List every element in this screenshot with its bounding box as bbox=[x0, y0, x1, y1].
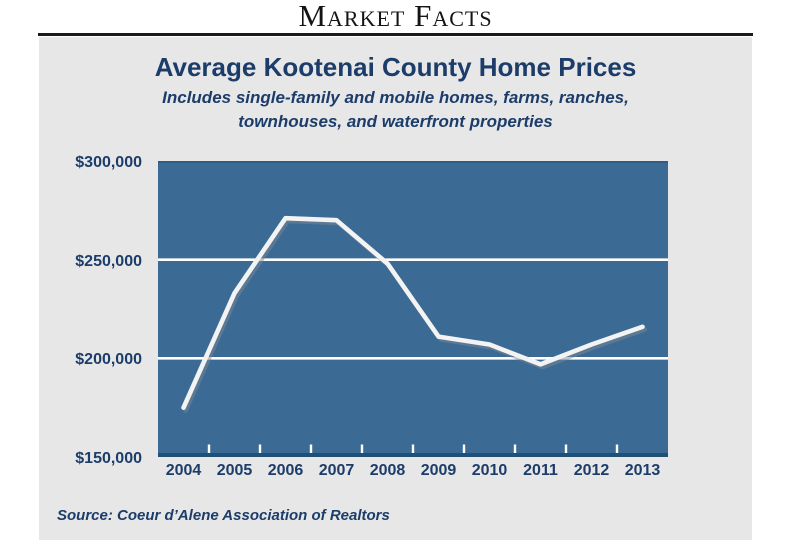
price-line bbox=[181, 215, 645, 410]
x-axis-tick bbox=[615, 444, 619, 454]
x-axis-label-2013: 2013 bbox=[624, 462, 661, 479]
y-axis-label-150000: $150,000 bbox=[75, 450, 142, 467]
chart-subtitle: Includes single-family and mobile homes,… bbox=[39, 86, 752, 134]
x-axis-label-2007: 2007 bbox=[318, 462, 355, 479]
x-axis-label-2010: 2010 bbox=[471, 462, 508, 479]
x-axis-tick bbox=[411, 444, 415, 454]
x-axis-tick bbox=[564, 444, 568, 454]
line-chart: $300,000 $250,000 $200,000 $150,000 2004 200… bbox=[39, 154, 752, 491]
x-axis-tick bbox=[462, 444, 466, 454]
plot-area bbox=[158, 161, 668, 457]
chart-panel: Average Kootenai County Home Prices Incl… bbox=[39, 37, 752, 540]
x-axis-label-2004: 2004 bbox=[165, 462, 202, 479]
x-axis-tick bbox=[513, 444, 517, 454]
x-axis-label-2008: 2008 bbox=[369, 462, 406, 479]
x-axis-tick bbox=[309, 444, 313, 454]
chart-title: Average Kootenai County Home Prices bbox=[154, 52, 637, 82]
x-axis-tick bbox=[207, 444, 211, 454]
x-axis-label-2012: 2012 bbox=[573, 462, 610, 479]
x-axis-label-2011: 2011 bbox=[523, 462, 558, 479]
chart-subtitle-line2: townhouses, and waterfront properties bbox=[238, 112, 553, 131]
x-axis-labels: 2004 2005 2006 2007 2008 2009 2010 2011 2012 2013 bbox=[158, 462, 668, 482]
x-axis-tick bbox=[258, 444, 262, 454]
x-axis-label-2009: 2009 bbox=[420, 462, 457, 479]
plot-background bbox=[158, 161, 668, 457]
header-divider-rule bbox=[38, 33, 753, 36]
x-axis-label-2005: 2005 bbox=[216, 462, 253, 479]
plot-top-edge bbox=[158, 161, 668, 163]
y-axis-label-200000: $200,000 bbox=[75, 351, 142, 369]
y-axis-labels: $300,000 $250,000 $200,000 $150,000 bbox=[39, 154, 150, 467]
plot-bottom-border bbox=[158, 453, 668, 457]
market-facts-header: Market Facts bbox=[298, 0, 493, 33]
y-axis-label-300000: $300,000 bbox=[75, 154, 142, 171]
y-axis-label-250000: $250,000 bbox=[75, 252, 142, 270]
x-axis-label-2006: 2006 bbox=[267, 462, 304, 479]
chart-subtitle-line1: Includes single-family and mobile homes,… bbox=[162, 88, 629, 107]
source-credit: Source: Coeur d’Alene Association of Rea… bbox=[57, 507, 390, 524]
x-axis-tick bbox=[360, 444, 364, 454]
